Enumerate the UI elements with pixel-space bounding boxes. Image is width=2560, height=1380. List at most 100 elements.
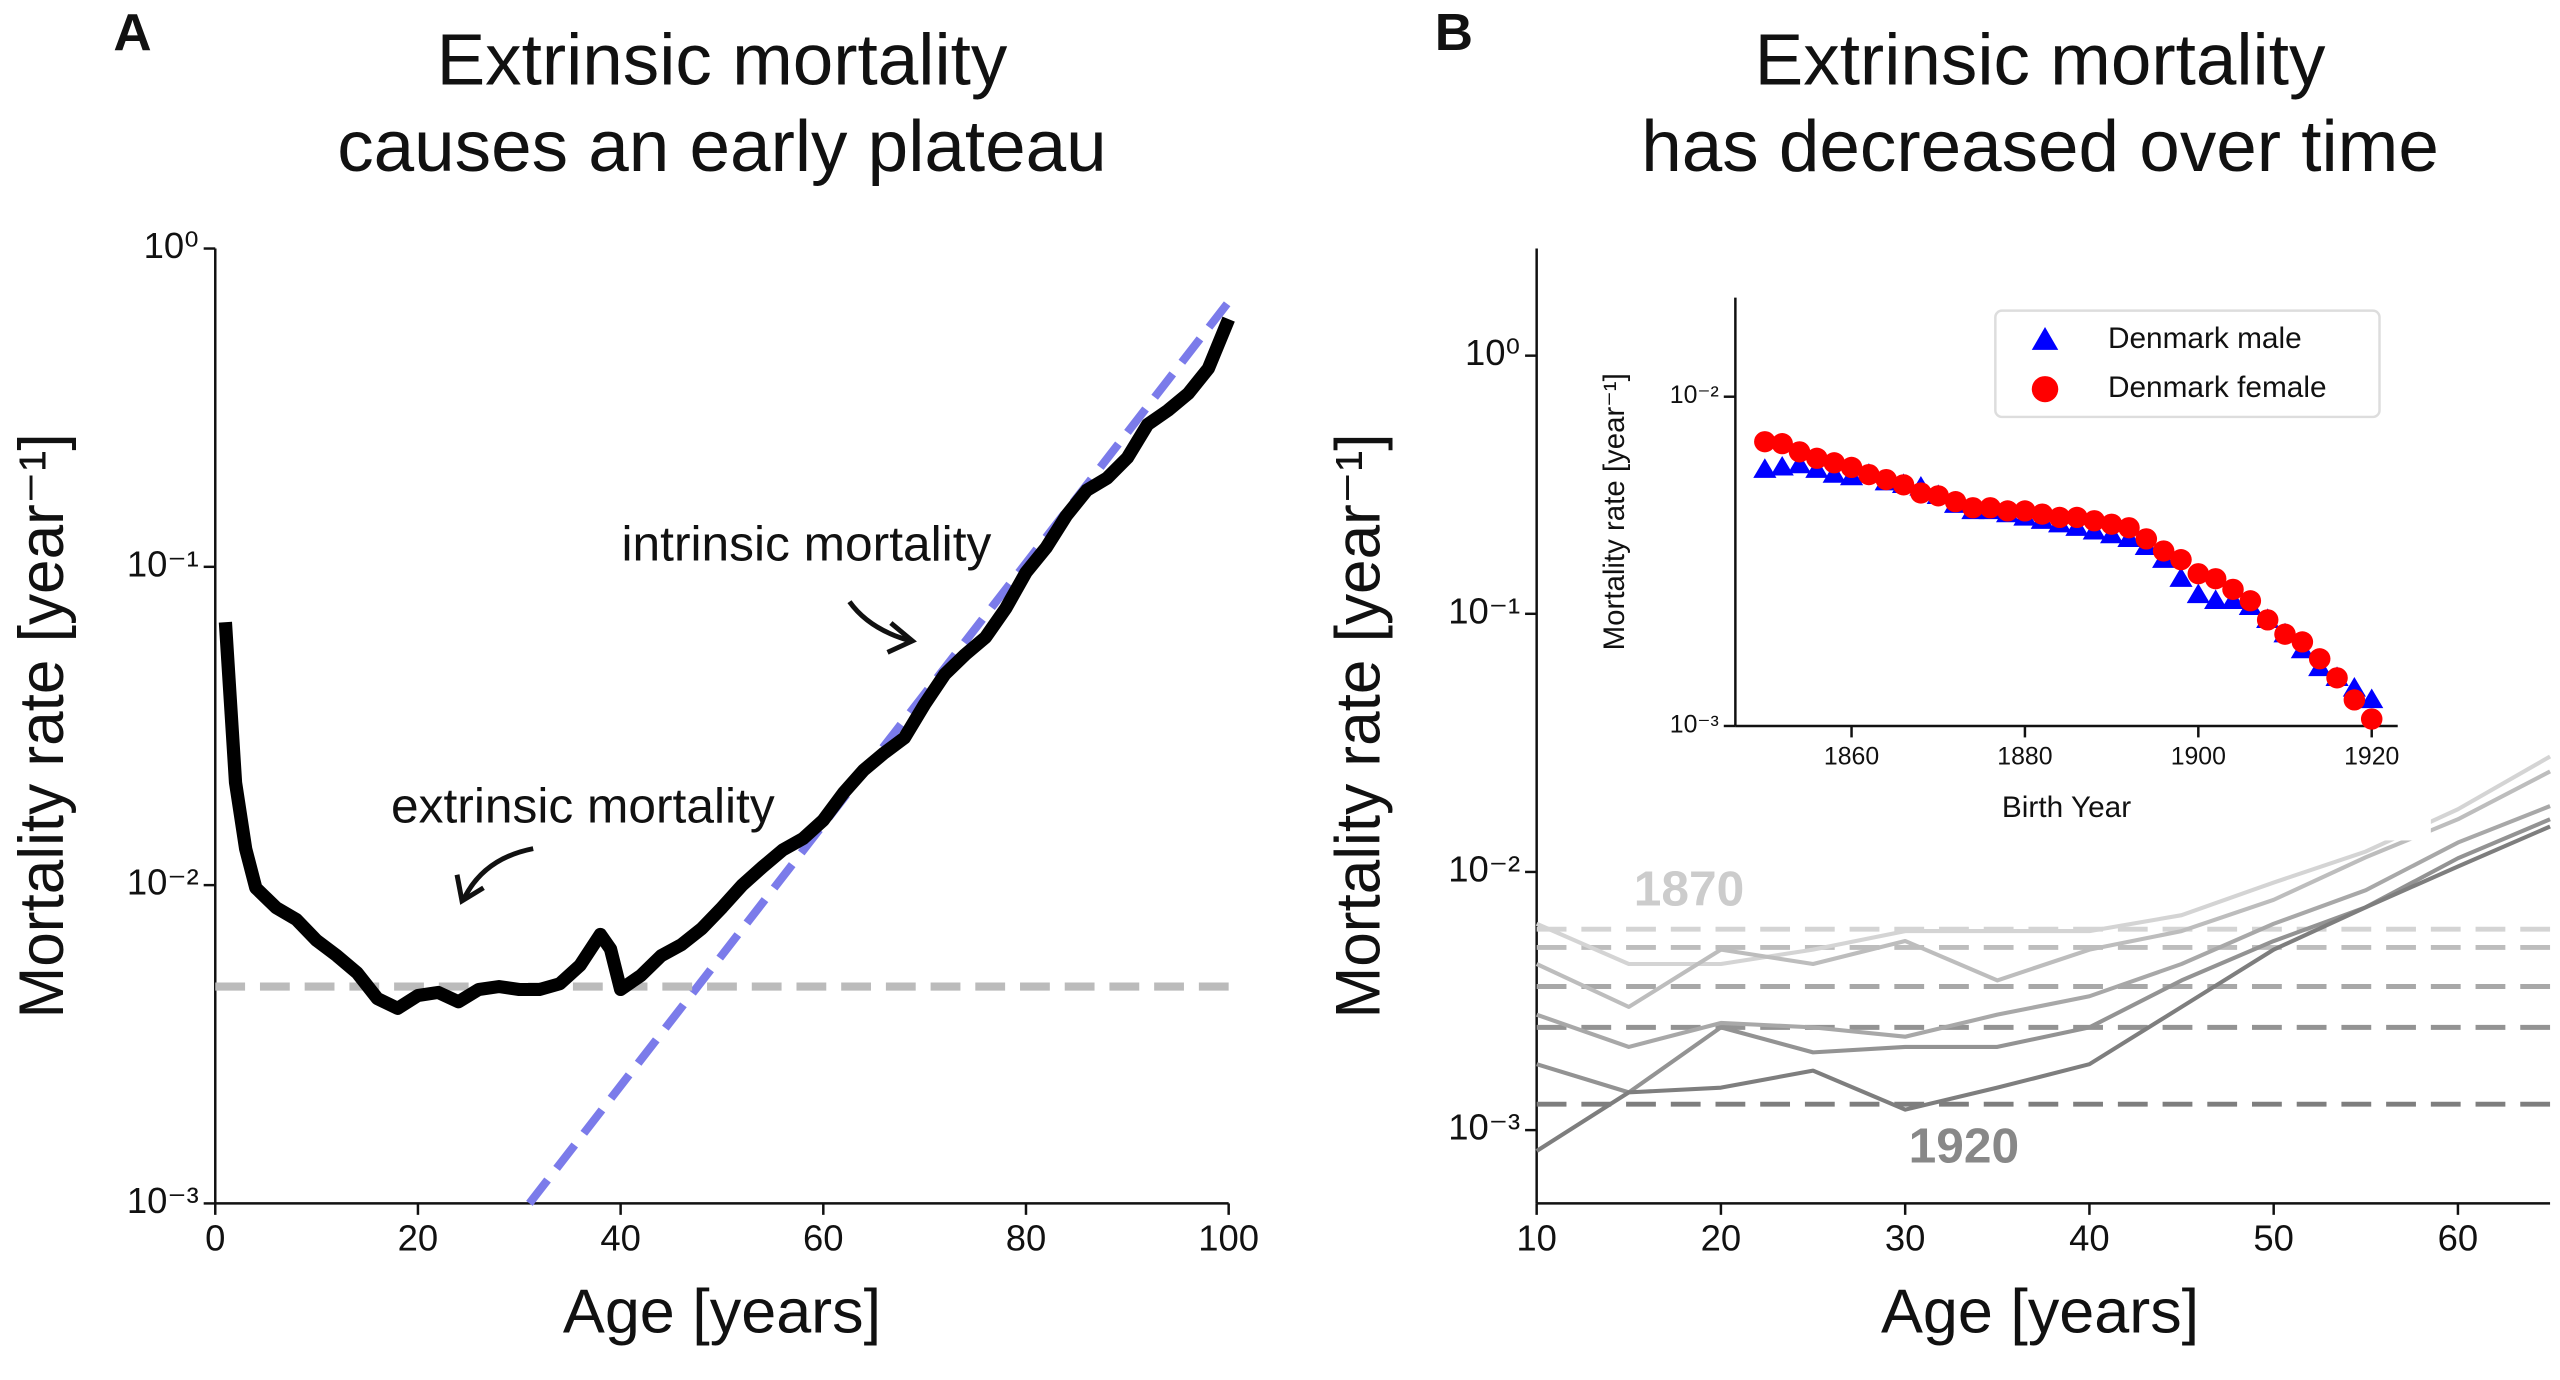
data-point (2100, 513, 2123, 535)
panel-label: A (113, 3, 151, 62)
data-point (2169, 567, 2193, 587)
data-point (1979, 497, 2002, 519)
panel-label: B (1435, 3, 1473, 62)
annotation: 1920 (1909, 1119, 2020, 1174)
data-point (1840, 456, 1863, 479)
data-point (1944, 491, 1967, 513)
data-point (2014, 500, 2036, 522)
data-point (2291, 631, 2314, 653)
data-point (1858, 463, 1880, 486)
y-tick-label: 10⁻² (127, 862, 199, 903)
data-point (2170, 549, 2192, 571)
data-point (2204, 568, 2227, 590)
data-point (1996, 500, 2019, 522)
data-point (1770, 455, 1794, 476)
y-axis-label: Mortality rate [year⁻¹] (7, 433, 77, 1018)
data-line (1536, 817, 2551, 1095)
x-tick-label: 40 (600, 1218, 641, 1259)
data-line (1535, 804, 2551, 1049)
data-line (1535, 769, 2552, 1009)
data-point (2326, 667, 2348, 689)
chart-title: Extrinsic mortality (1755, 20, 2327, 100)
data-point (1753, 458, 1777, 478)
x-tick-label: 60 (2438, 1218, 2479, 1259)
y-tick-label: 10⁻³ (1448, 1107, 1520, 1148)
data-point (1806, 447, 1828, 469)
data-point (2239, 590, 2262, 612)
x-tick-label: 20 (1701, 1218, 1742, 1259)
x-tick-label: 1900 (2171, 743, 2226, 770)
x-tick-label: 20 (398, 1218, 439, 1259)
x-tick-label: 1920 (2344, 743, 2399, 770)
legend-label: Denmark female (2108, 371, 2327, 404)
chart-title: Extrinsic mortality (437, 20, 1009, 100)
data-point (1910, 482, 1932, 504)
x-axis-label: Age [years] (563, 1277, 881, 1347)
x-tick-label: 1860 (1824, 743, 1879, 770)
x-axis-label: Age [years] (1881, 1277, 2199, 1347)
data-point (2360, 708, 2383, 730)
data-point (2118, 517, 2140, 539)
data-point (1788, 441, 1811, 463)
data-point (2066, 506, 2088, 529)
panel: Birth Year Mortality rate [year⁻¹] 1860 188… (1586, 281, 2431, 841)
data-line (1535, 824, 2551, 1153)
legend-label: Denmark male (2108, 322, 2302, 355)
x-tick-label: 10 (1516, 1218, 1557, 1259)
x-tick-label: 60 (803, 1218, 844, 1259)
chart-title: has decreased over time (1641, 106, 2439, 186)
y-tick-label: 10⁻² (1448, 849, 1520, 890)
y-tick-label: 10⁰ (1465, 332, 1520, 373)
legend-box (1994, 309, 2381, 419)
y-tick-label: 10⁻¹ (127, 544, 199, 585)
x-tick-label: 80 (1006, 1218, 1047, 1259)
x-axis-label: Birth Year (2002, 791, 2131, 824)
data-line (1535, 754, 2552, 967)
data-point (1754, 431, 1776, 453)
data-point (1875, 468, 1897, 491)
data-point (2186, 583, 2210, 604)
x-tick-label: 40 (2069, 1218, 2110, 1259)
data-point (1962, 497, 1984, 519)
annotation: 1870 (1634, 862, 1745, 917)
data-point (1823, 452, 1845, 474)
x-tick-label: 30 (1885, 1218, 1926, 1259)
arrow (847, 600, 912, 644)
x-tick-label: 1880 (1997, 743, 2052, 770)
data-point (2048, 506, 2071, 529)
arrows (454, 600, 917, 905)
data-point (2274, 623, 2296, 645)
data-point (2083, 510, 2106, 532)
y-tick-label: 10⁻³ (1670, 712, 1719, 739)
data-point (2308, 648, 2331, 670)
annotation: extrinsic mortality (391, 779, 775, 834)
y-tick-label: 10⁻² (1670, 382, 1719, 409)
x-tick-label: 100 (1198, 1218, 1259, 1259)
arrowhead (454, 874, 485, 905)
arrowhead (886, 621, 917, 655)
data-point (1892, 474, 1915, 496)
data-point (1787, 453, 1812, 474)
data-point (2204, 589, 2228, 609)
data-point (2222, 578, 2244, 600)
data-point (2031, 503, 2054, 525)
legend-marker (2031, 327, 2059, 350)
data-point (1927, 485, 1949, 507)
data-line (218, 316, 1235, 1015)
y-tick-label: 10⁻³ (127, 1180, 199, 1221)
data-point (2360, 688, 2384, 709)
y-tick-label: 10⁻¹ (1448, 591, 1520, 632)
legend-marker (2031, 376, 2059, 403)
data-point (2187, 563, 2210, 585)
chart-title: causes an early plateau (337, 106, 1106, 186)
y-axis-label: Mortality rate [year⁻¹] (1598, 373, 1631, 650)
x-tick-label: 0 (205, 1218, 225, 1259)
data-point (2256, 609, 2279, 631)
arrow (461, 846, 534, 901)
data-point (1771, 433, 1793, 455)
data-point (2152, 540, 2175, 562)
y-tick-label: 10⁰ (144, 225, 199, 266)
